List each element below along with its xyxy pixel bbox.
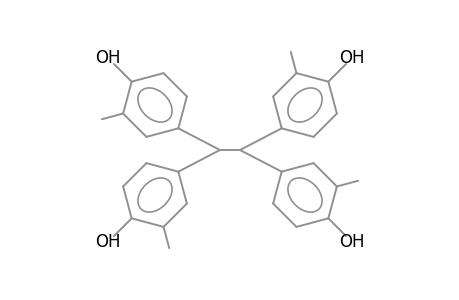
Text: OH: OH: [338, 233, 364, 251]
Text: OH: OH: [95, 49, 121, 67]
Text: OH: OH: [95, 233, 121, 251]
Text: OH: OH: [338, 49, 364, 67]
